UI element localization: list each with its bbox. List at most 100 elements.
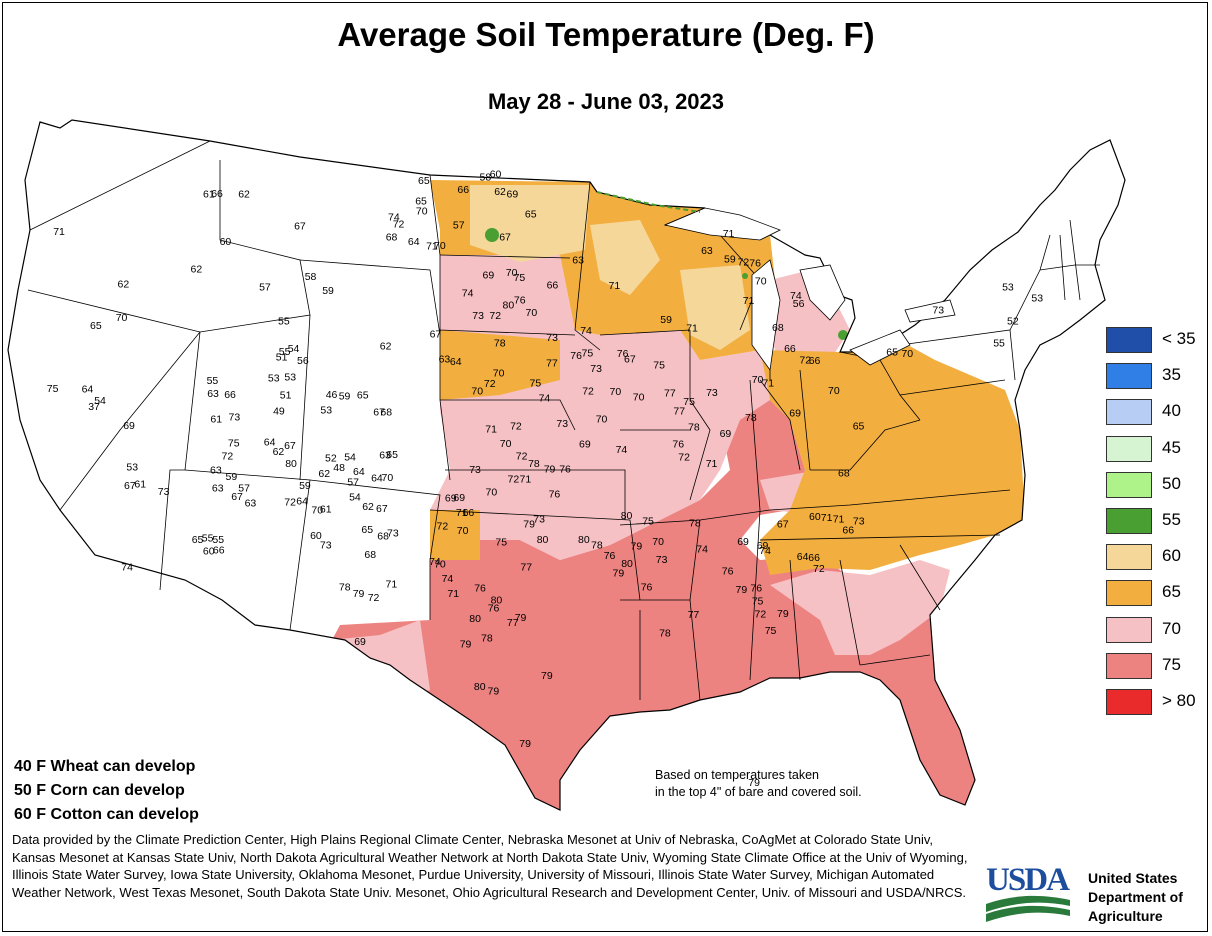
station-reading: 79 [519,738,531,750]
station-reading: 72 [393,219,405,231]
great-lakes [663,207,956,372]
station-reading: 79 [777,608,789,620]
legend-label: 75 [1162,654,1181,674]
station-reading: 62 [191,264,203,276]
station-reading: 65 [192,534,204,546]
legend-swatch [1106,688,1152,715]
legend-swatch [1106,399,1152,426]
station-reading: 66 [463,507,475,519]
station-reading: 73 [533,514,545,526]
station-reading: 79 [460,638,472,650]
station-reading: 61 [203,189,215,201]
station-reading: 69 [483,270,495,282]
station-reading: 56 [793,298,805,310]
station-reading: 56 [297,355,309,367]
station-reading: 68 [364,549,376,561]
station-reading: 72 [813,563,825,575]
station-reading: 66 [457,184,469,196]
usda-logo: USDA [986,862,1070,922]
station-reading: 69 [445,492,457,504]
station-reading: 72 [368,592,380,604]
station-reading: 53 [126,461,138,473]
note-cotton: 60 F Cotton can develop [14,806,199,823]
station-reading: 71 [686,323,698,335]
station-reading: 76 [488,602,500,614]
station-reading: 37 [88,401,100,413]
zone-55-speck [742,273,748,279]
station-reading: 72 [484,378,496,390]
station-reading: 72 [516,451,528,463]
station-reading: 60 [809,511,821,523]
station-reading: 53 [284,371,296,383]
legend-item: 60 [1106,542,1206,578]
station-reading: 74 [616,444,628,456]
station-reading: 61 [134,479,146,491]
legend-label: 70 [1162,618,1181,638]
station-reading: 64 [296,495,308,507]
legend-swatch [1106,327,1152,353]
station-reading: 66 [808,552,820,564]
station-reading: 75 [765,625,777,637]
station-reading: 76 [514,295,526,307]
station-reading: 64 [264,437,276,449]
station-reading: 71 [762,377,774,389]
station-reading: 65 [415,195,427,207]
station-reading: 78 [659,628,671,640]
legend-item: 55 [1106,506,1206,542]
station-reading: 59 [299,480,311,492]
station-reading: 70 [652,536,664,548]
station-reading: 80 [578,534,590,546]
station-reading: 73 [590,363,602,375]
station-reading: 67 [430,329,442,341]
station-reading: 76 [641,581,653,593]
map-title: Average Soil Temperature (Deg. F) [337,16,875,53]
station-reading: 70 [457,525,469,537]
station-reading: 62 [494,186,506,198]
station-reading: 73 [387,528,399,540]
station-reading: 65 [357,390,369,402]
station-reading: 72 [799,355,811,367]
station-reading: 70 [493,368,505,380]
legend-item: 50 [1106,470,1206,506]
station-reading: 80 [621,510,633,522]
legend-swatch [1106,507,1152,534]
station-reading: 54 [344,451,356,463]
station-reading: 69 [507,189,519,201]
station-reading: 62 [318,468,330,480]
station-reading: 63 [245,497,257,509]
legend-swatch [1106,580,1152,607]
zone-55-speck [485,228,499,242]
station-reading: 79 [488,686,500,698]
station-reading: 65 [418,175,430,187]
station-reading: 80 [285,458,297,470]
legend-item: > 80 [1106,687,1206,723]
station-reading: 70 [500,438,512,450]
legend-item: 45 [1106,434,1206,470]
station-reading: 52 [1007,316,1019,328]
station-reading: 66 [842,525,854,537]
station-reading: 74 [442,573,454,585]
station-reading: 67 [373,407,385,419]
station-reading: 57 [453,220,465,232]
station-reading: 65 [361,524,373,536]
station-reading: 78 [688,421,700,433]
station-reading: 69 [354,636,366,648]
station-reading: 74 [121,561,133,573]
legend-swatch [1106,652,1152,679]
station-reading: 63 [439,354,451,366]
station-reading: 62 [380,341,392,353]
station-reading: 55 [202,533,214,545]
station-reading: 78 [528,458,540,470]
station-reading: 73 [932,305,944,317]
station-reading: 79 [515,612,527,624]
station-reading: 70 [434,558,446,570]
agency-name: United States Department of Agriculture [1088,869,1183,926]
station-reading: 75 [642,516,654,528]
note-wheat: 40 F Wheat can develop [14,758,196,775]
station-reading: 79 [748,777,760,789]
station-reading: 59 [226,471,238,483]
legend-label: 50 [1162,473,1181,493]
station-reading: 72 [678,451,690,463]
